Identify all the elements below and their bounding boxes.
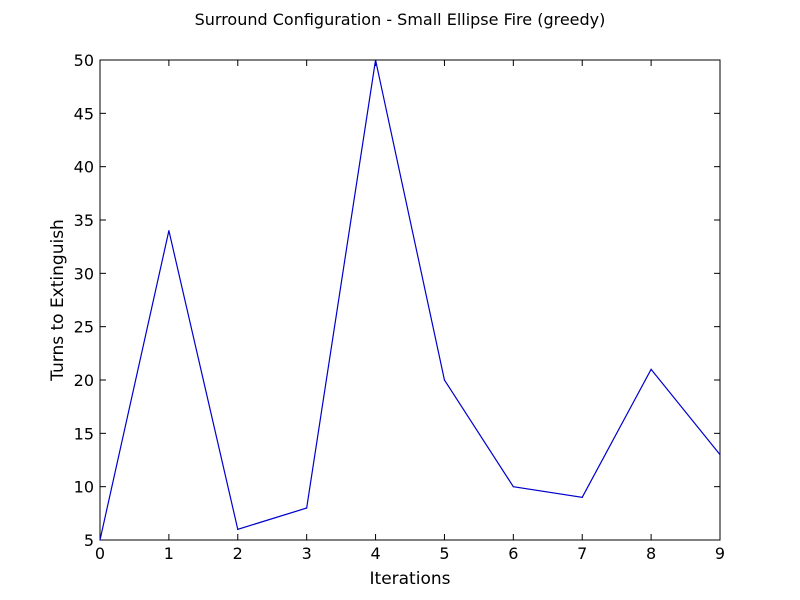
data-point [719,454,721,456]
y-axis: 5 10 15 20 25 30 35 40 45 50 [74,51,720,550]
axes-frame [99,59,721,541]
y-tick-label: 35 [74,211,94,230]
x-tick-label: 4 [370,544,380,563]
y-tick-label: 40 [74,158,94,177]
x-axis-label: Iterations [370,569,451,589]
x-tick-label: 7 [577,544,587,563]
x-tick-label: 5 [439,544,449,563]
y-tick-label: 25 [74,318,94,337]
y-tick-label: 30 [74,264,94,283]
x-tick-label: 1 [164,544,174,563]
chart-title: Surround Configuration - Small Ellipse F… [195,10,606,29]
y-tick-label: 45 [74,104,94,123]
y-tick-label: 50 [74,51,94,70]
y-tick-label: 20 [74,371,94,390]
data-point [650,368,652,370]
x-tick-label: 0 [95,544,105,563]
x-tick-label: 2 [233,544,243,563]
y-tick-label: 5 [84,531,94,550]
data-point [99,539,101,541]
data-point [512,486,514,488]
data-point [374,59,377,61]
data-point [168,230,170,232]
x-tick-label: 3 [302,544,312,563]
data-point [443,379,446,381]
data-point [237,528,239,530]
x-axis: 0 1 2 3 4 5 6 7 8 9 [95,60,725,563]
x-tick-label: 8 [646,544,656,563]
y-tick-label: 10 [74,478,94,497]
y-axis-label: Turns to Extinguish [48,219,68,382]
data-point [581,496,583,498]
series-line [99,59,721,541]
y-tick-label: 15 [74,424,94,443]
x-tick-label: 6 [508,544,518,563]
series-layer [99,59,721,541]
data-point [306,507,308,509]
x-tick-label: 9 [715,544,725,563]
